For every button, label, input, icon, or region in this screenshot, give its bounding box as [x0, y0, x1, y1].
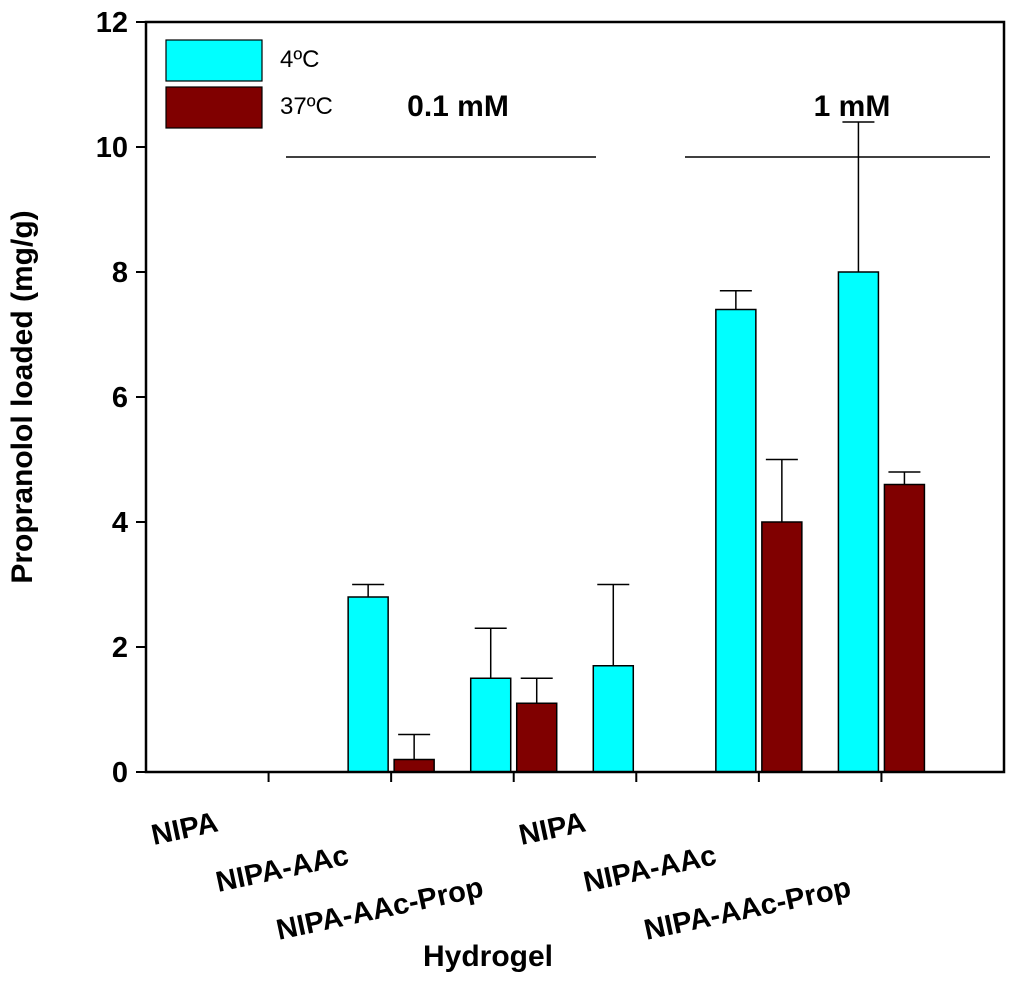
legend-swatch-37c — [165, 86, 263, 129]
y-tick-label: 8 — [112, 257, 128, 289]
y-tick-label: 0 — [112, 757, 128, 789]
bar-4c — [347, 596, 389, 773]
bar-4c — [592, 665, 635, 773]
y-tick-label: 6 — [112, 382, 128, 414]
bar-37c — [761, 521, 803, 773]
y-axis-title: Propranolol loaded (mg/g) — [6, 210, 39, 583]
x-category-label: NIPA — [149, 807, 221, 852]
x-axis-title: Hydrogel — [423, 940, 553, 973]
y-tick-label: 10 — [96, 132, 128, 164]
group-annotations: 0.1 mM 1 mM — [286, 90, 990, 158]
error-bars-layer — [352, 121, 921, 760]
x-category-label: NIPA-AAc — [213, 840, 352, 899]
group-label-1: 1 mM — [814, 90, 891, 123]
x-category-label: NIPA-AAc-Prop — [641, 872, 854, 947]
legend-label-37c: 37ºC — [280, 93, 333, 120]
bar-37c — [515, 702, 558, 773]
bar-4c — [837, 271, 880, 773]
bar-37c — [883, 483, 926, 773]
legend: 4ºC 37ºC — [165, 39, 333, 129]
x-category-label: NIPA-AAc-Prop — [274, 872, 487, 947]
legend-swatch-4c — [165, 39, 263, 82]
bars-layer — [347, 271, 926, 773]
y-tick-label: 4 — [112, 507, 128, 539]
bar-4c — [469, 677, 512, 773]
y-tick-label: 2 — [112, 632, 128, 664]
y-tick-label: 12 — [96, 7, 128, 39]
x-category-label: NIPA-AAc — [581, 840, 720, 899]
bar-37c — [393, 758, 435, 773]
bar-4c — [715, 308, 757, 773]
group-label-0: 0.1 mM — [407, 90, 509, 123]
legend-label-4c: 4ºC — [280, 46, 319, 73]
x-category-label: NIPA — [516, 807, 588, 852]
axis-ticks: 024681012NIPANIPA-AAcNIPA-AAc-PropNIPANI… — [96, 7, 883, 947]
